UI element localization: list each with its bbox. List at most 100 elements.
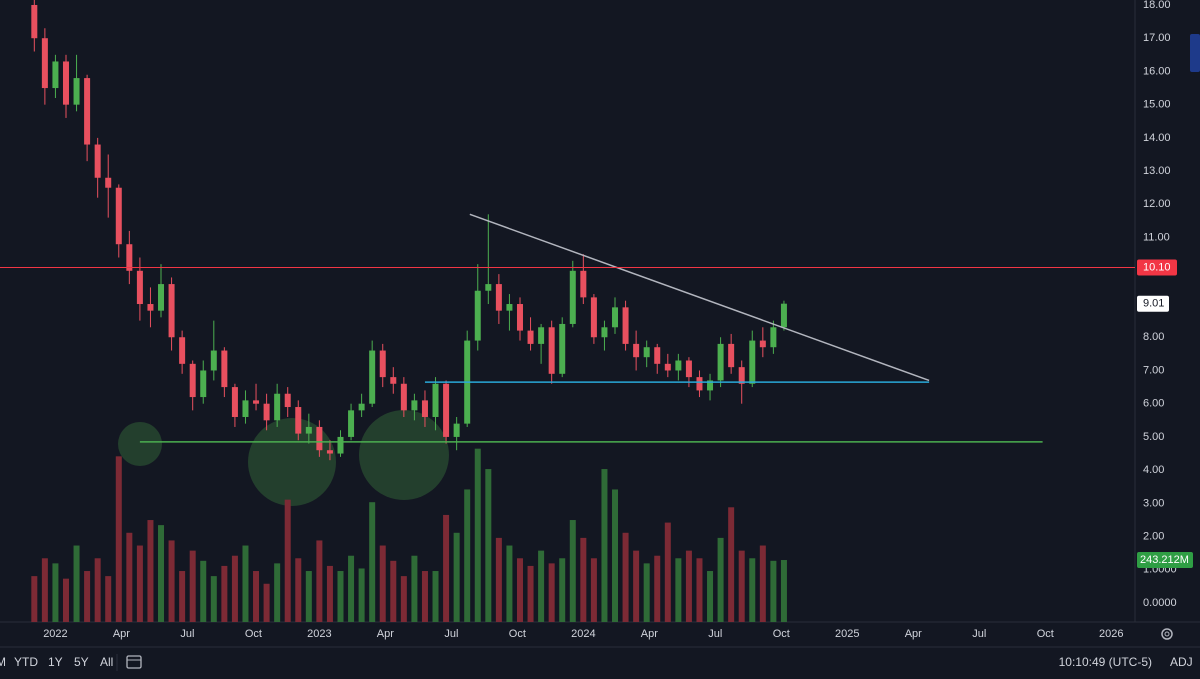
settings-icon[interactable] [1161,628,1173,640]
candle-body [326,450,333,454]
candle-body [622,307,629,344]
volume-bar [432,571,439,622]
x-tick-label: Apr [113,628,130,640]
volume-bar [559,558,566,622]
volume-bar [326,565,333,622]
volume-bar [527,565,534,622]
candle-body [696,377,703,391]
candle-body [305,426,312,434]
candle-body [527,330,534,344]
volume-bar [115,456,122,622]
range-button[interactable]: All [100,655,113,669]
level-label: 10.10 [1143,261,1171,273]
candle-body [94,144,101,178]
candle-body [664,363,671,371]
side-tab[interactable] [1190,34,1200,72]
volume-bar [590,558,597,622]
volume-bar [263,583,270,622]
volume-bar [221,565,228,622]
candle-body [348,410,355,437]
candle-body [411,400,418,411]
candle-body [728,343,735,368]
plot-area [0,0,1135,622]
volume-bar [400,576,407,622]
range-button[interactable]: YTD [14,655,38,669]
volume-bar [274,563,281,622]
candle-body [369,350,376,404]
volume-bar [770,560,777,622]
y-tick-label: 5.00 [1143,431,1164,443]
candle-body [453,423,460,437]
candle-body [379,350,386,378]
level-label-box [1137,259,1177,276]
candle-body [749,340,756,384]
volume-bar [210,576,217,622]
volume-bar [411,555,418,622]
candle-body [168,284,175,338]
x-tick-label: Apr [905,628,922,640]
candle-body [685,360,692,378]
candle-body [559,323,566,374]
y-tick-label: 11.00 [1143,231,1170,243]
volume-bar [168,540,175,622]
volume-bar [443,514,450,622]
volume-bar [242,545,249,622]
candle-body [31,4,38,39]
adj-toggle[interactable]: ADJ [1170,655,1193,669]
volume-bar [622,532,629,622]
candle-body [485,284,492,291]
y-tick-label: 7.00 [1143,364,1164,376]
candle-body [295,407,302,434]
y-tick-label: 17.00 [1143,32,1171,44]
volume-bar [728,507,735,622]
highlight-circle [359,410,449,500]
candle-body [474,290,481,341]
candle-body [759,340,766,348]
volume-bar [516,558,523,622]
y-tick-label: 0.0000 [1143,597,1177,609]
x-tick-label: 2023 [307,628,331,640]
volume-bar [253,571,260,622]
volume-bar [316,540,323,622]
candle-body [231,387,238,417]
candle-body [179,337,186,364]
clock: 10:10:49 (UTC-5) [1059,655,1152,669]
candle-body [115,187,122,245]
range-button[interactable]: 5Y [74,655,89,669]
calendar-icon[interactable] [126,655,142,669]
x-tick-label: Jul [180,628,194,640]
range-button[interactable]: 1Y [48,655,63,669]
candle-body [654,347,661,364]
range-button[interactable]: M [0,655,6,669]
x-tick-label: Oct [773,628,790,640]
candle-body [506,304,513,311]
volume-bar [84,571,91,622]
y-tick-label: 3.00 [1143,497,1164,509]
candle-body [73,78,80,105]
volume-bar [105,576,112,622]
volume-bar [348,555,355,622]
volume-bar [94,558,101,622]
candle-body [717,343,724,381]
volume-bar [495,537,502,622]
volume-bar [41,558,48,622]
x-tick-label: Jul [708,628,722,640]
volume-bar [580,537,587,622]
candle-body [316,426,323,451]
volume-bar [612,489,619,622]
y-tick-label: 15.00 [1143,99,1171,111]
candle-body [400,383,407,411]
volume-bar [62,578,69,622]
x-tick-label: Oct [245,628,262,640]
candle-body [590,297,597,338]
volume-bar [421,571,428,622]
volume-bar [126,532,133,622]
volume-bar [379,545,386,622]
volume-bar [654,555,661,622]
candle-body [633,343,640,358]
x-tick-label: Oct [509,628,526,640]
candle-body [84,78,91,145]
x-tick-label: 2025 [835,628,859,640]
x-tick-label: Jul [972,628,986,640]
